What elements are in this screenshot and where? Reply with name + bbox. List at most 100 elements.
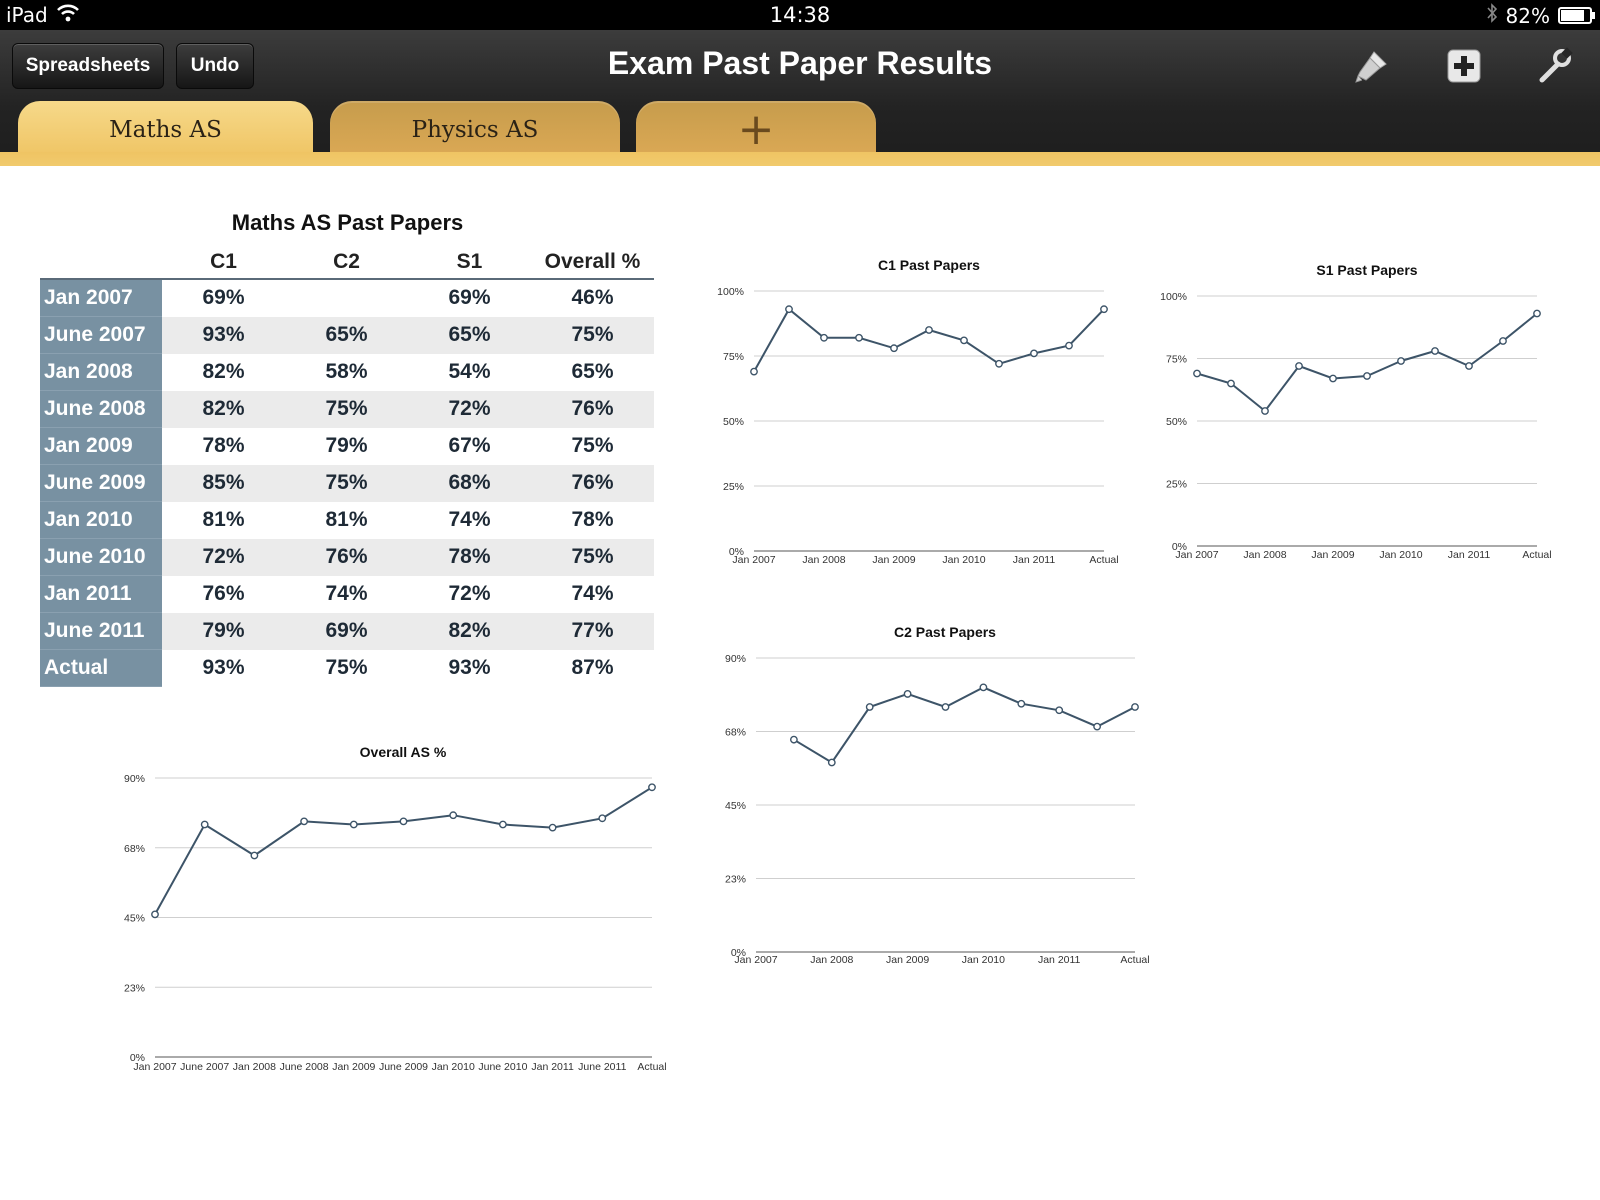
table-cell[interactable]: 93% <box>162 316 285 354</box>
data-point <box>1131 703 1139 711</box>
table-cell[interactable]: 76% <box>202 582 245 605</box>
device-label: iPad <box>6 3 48 27</box>
table-cell[interactable]: 77% <box>531 612 654 650</box>
table-cell[interactable]: 69% <box>448 286 491 310</box>
row-header[interactable]: Jan 2007 <box>40 279 162 317</box>
table-cell[interactable]: 82% <box>162 390 285 428</box>
table-cell[interactable]: 65% <box>285 316 408 354</box>
series-line <box>753 307 1105 373</box>
table-cell[interactable]: 75% <box>531 316 654 354</box>
table-cell[interactable]: 85% <box>162 464 285 502</box>
table-cell[interactable]: 58% <box>325 360 368 383</box>
chart-title: Overall AS % <box>360 744 447 760</box>
table-cell[interactable]: 93% <box>202 656 245 679</box>
data-point <box>960 336 968 345</box>
y-tick-label: 75% <box>723 351 744 363</box>
table-cell[interactable]: 75% <box>531 538 654 576</box>
row-header[interactable]: Actual <box>40 649 162 687</box>
y-tick-label: 100% <box>717 286 744 298</box>
table-cell[interactable]: 72% <box>448 582 491 605</box>
table-cell[interactable]: 74% <box>325 582 368 605</box>
row-header[interactable]: Jan 2008 <box>40 353 162 391</box>
table-cell[interactable]: 75% <box>285 464 408 502</box>
x-tick-label: Jan 2011 <box>531 1061 574 1073</box>
y-tick-label: 90% <box>124 773 145 785</box>
data-point <box>1227 379 1235 388</box>
table-cell[interactable]: 81% <box>325 508 368 531</box>
table-cell[interactable]: 82% <box>202 360 245 383</box>
undo-button[interactable]: Undo <box>176 43 254 89</box>
row-header[interactable]: June 2010 <box>40 538 162 576</box>
column-header[interactable]: Overall % <box>531 245 654 280</box>
row-header[interactable]: June 2009 <box>40 464 162 502</box>
data-point <box>1017 699 1026 708</box>
row-header[interactable]: June 2008 <box>40 390 162 428</box>
series-line <box>793 686 1136 764</box>
data-point <box>300 817 308 826</box>
table-cell[interactable]: 76% <box>285 538 408 576</box>
wrench-icon[interactable] <box>1532 44 1576 88</box>
tab-physics-as[interactable]: Physics AS <box>330 101 620 158</box>
x-tick-label: Actual <box>1120 954 1149 966</box>
table-cell[interactable]: 75% <box>571 434 614 457</box>
row-header[interactable]: Jan 2010 <box>40 501 162 539</box>
table-cell[interactable]: 82% <box>408 612 531 650</box>
x-tick-label: Jan 2008 <box>802 554 845 566</box>
data-point <box>855 333 863 342</box>
table-row: Jan 2007 69% 69% 46% <box>40 279 654 317</box>
table-cell[interactable]: 79% <box>162 612 285 650</box>
table-cell[interactable]: 74% <box>448 508 491 531</box>
table-cell[interactable]: 78% <box>408 538 531 576</box>
tab-label: Physics AS <box>411 116 539 143</box>
bluetooth-icon <box>1486 3 1498 28</box>
x-tick-label: Jan 2009 <box>1311 549 1354 561</box>
table-cell[interactable]: 75% <box>285 390 408 428</box>
row-header[interactable]: Jan 2009 <box>40 427 162 465</box>
table-cell[interactable]: 75% <box>325 656 368 679</box>
table-cell[interactable]: 67% <box>448 434 491 457</box>
column-header[interactable]: C2 <box>285 245 408 280</box>
data-point <box>1030 349 1038 358</box>
table-cell[interactable]: 78% <box>202 434 245 457</box>
table-cell[interactable]: 65% <box>571 360 614 383</box>
table-cell[interactable]: 46% <box>571 286 614 310</box>
table-cell[interactable]: 68% <box>408 464 531 502</box>
table-cell[interactable]: 93% <box>448 656 491 679</box>
table-cell[interactable]: 54% <box>448 360 491 383</box>
table-cell[interactable]: 81% <box>202 508 245 531</box>
table-cell[interactable]: 79% <box>325 434 368 457</box>
battery-icon <box>1558 7 1595 24</box>
data-point <box>941 703 950 711</box>
y-tick-label: 90% <box>725 653 746 665</box>
x-tick-label: Jan 2011 <box>1038 954 1081 966</box>
add-tab-button[interactable]: + <box>636 101 876 158</box>
tab-maths-as[interactable]: Maths AS <box>18 101 313 158</box>
y-tick-label: 23% <box>124 982 145 994</box>
table-cell[interactable]: 69% <box>285 612 408 650</box>
tab-strip <box>0 152 1600 166</box>
table-cell[interactable]: 87% <box>571 656 614 679</box>
table-cell[interactable]: 76% <box>531 390 654 428</box>
x-tick-label: Jan 2010 <box>1379 549 1422 561</box>
x-tick-label: Actual <box>1089 554 1118 566</box>
table-cell[interactable]: 72% <box>408 390 531 428</box>
table-cell[interactable]: 78% <box>571 508 614 531</box>
table-cell[interactable]: 76% <box>531 464 654 502</box>
row-header[interactable]: June 2007 <box>40 316 162 354</box>
column-header[interactable]: C1 <box>162 245 285 280</box>
column-header[interactable]: S1 <box>408 245 531 280</box>
x-tick-label: Jan 2007 <box>133 1061 176 1073</box>
row-header[interactable]: Jan 2011 <box>40 575 162 613</box>
x-tick-label: Jan 2009 <box>872 554 915 566</box>
table-cell[interactable]: 65% <box>408 316 531 354</box>
spreadsheets-button[interactable]: Spreadsheets <box>12 43 164 89</box>
table-cell[interactable]: 69% <box>202 286 245 310</box>
paintbrush-icon[interactable] <box>1350 44 1394 88</box>
data-point <box>1397 357 1405 365</box>
data-point <box>151 910 159 919</box>
row-header[interactable]: June 2011 <box>40 612 162 650</box>
add-icon[interactable] <box>1442 44 1486 88</box>
table-cell[interactable]: 72% <box>162 538 285 576</box>
table-cell[interactable]: 74% <box>571 582 614 605</box>
table-row: Actual 93% 75% 93% 87% <box>40 649 654 687</box>
